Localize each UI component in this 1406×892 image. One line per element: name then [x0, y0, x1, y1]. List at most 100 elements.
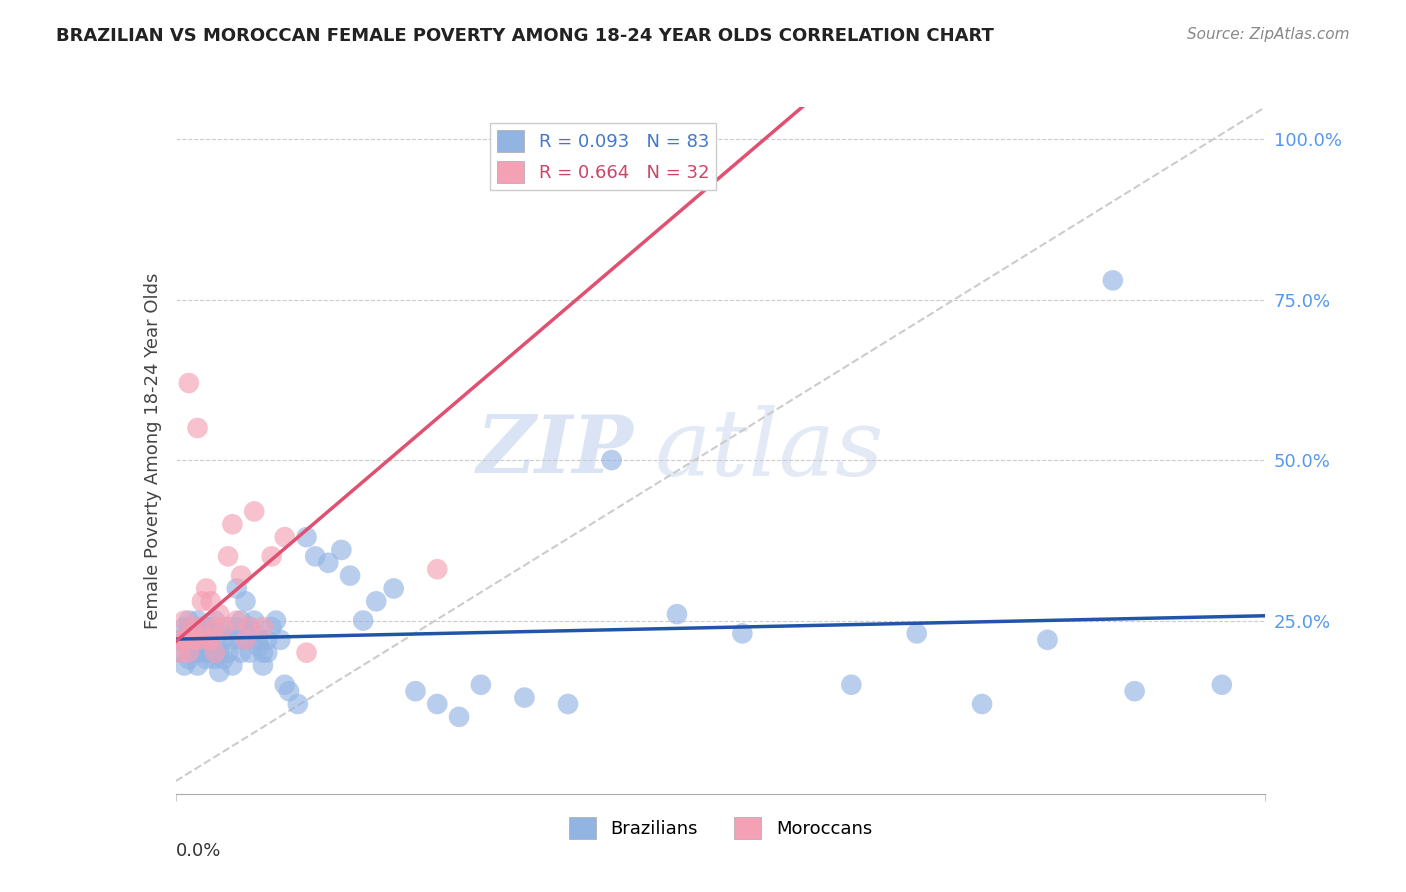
Point — [905, 626, 928, 640]
Y-axis label: Female Poverty Among 18-24 Year Olds: Female Poverty Among 18-24 Year Olds — [143, 272, 162, 629]
Point — [264, 614, 287, 628]
Point — [239, 620, 262, 634]
Point — [217, 620, 239, 634]
Point — [274, 530, 297, 544]
Point — [278, 684, 301, 698]
Point — [181, 620, 204, 634]
Point — [173, 658, 195, 673]
Point — [208, 607, 231, 622]
Point — [247, 639, 270, 653]
Point — [169, 646, 191, 660]
Point — [260, 549, 283, 564]
Point — [186, 632, 209, 647]
Point — [235, 594, 257, 608]
Text: ZIP: ZIP — [477, 412, 633, 489]
Point — [295, 530, 318, 544]
Point — [304, 549, 326, 564]
Point — [426, 697, 449, 711]
Point — [352, 614, 374, 628]
Point — [191, 594, 214, 608]
Point — [252, 646, 274, 660]
Point — [186, 658, 209, 673]
Point — [231, 614, 253, 628]
Point — [212, 652, 235, 666]
Point — [243, 614, 266, 628]
Text: BRAZILIAN VS MOROCCAN FEMALE POVERTY AMONG 18-24 YEAR OLDS CORRELATION CHART: BRAZILIAN VS MOROCCAN FEMALE POVERTY AMO… — [56, 27, 994, 45]
Point — [295, 646, 318, 660]
Point — [600, 453, 623, 467]
Point — [557, 697, 579, 711]
Point — [318, 556, 340, 570]
Text: atlas: atlas — [655, 406, 884, 495]
Point — [173, 632, 195, 647]
Point — [200, 632, 222, 647]
Point — [274, 678, 297, 692]
Point — [200, 632, 222, 647]
Point — [204, 646, 226, 660]
Point — [841, 678, 863, 692]
Point — [235, 632, 257, 647]
Point — [426, 562, 449, 576]
Point — [252, 658, 274, 673]
Point — [382, 582, 405, 596]
Point — [239, 620, 262, 634]
Point — [195, 582, 218, 596]
Point — [169, 632, 191, 647]
Point — [243, 626, 266, 640]
Point — [470, 678, 492, 692]
Point — [405, 684, 427, 698]
Point — [186, 632, 209, 647]
Point — [666, 607, 689, 622]
Point — [1102, 273, 1125, 287]
Point — [181, 646, 204, 660]
Point — [225, 582, 247, 596]
Text: 0.0%: 0.0% — [176, 842, 221, 860]
Point — [177, 614, 200, 628]
Point — [1123, 684, 1146, 698]
Legend: Brazilians, Moroccans: Brazilians, Moroccans — [562, 810, 879, 847]
Point — [217, 646, 239, 660]
Point — [330, 543, 353, 558]
Point — [191, 620, 214, 634]
Point — [177, 646, 200, 660]
Point — [173, 620, 195, 634]
Point — [1211, 678, 1233, 692]
Point — [231, 568, 253, 582]
Point — [177, 620, 200, 634]
Point — [447, 710, 470, 724]
Point — [177, 632, 200, 647]
Point — [200, 646, 222, 660]
Point — [366, 594, 388, 608]
Point — [221, 632, 243, 647]
Point — [225, 614, 247, 628]
Point — [195, 632, 218, 647]
Point — [191, 632, 214, 647]
Point — [186, 421, 209, 435]
Point — [212, 620, 235, 634]
Point — [177, 376, 200, 390]
Point — [221, 658, 243, 673]
Point — [191, 646, 214, 660]
Point — [173, 632, 195, 647]
Point — [208, 646, 231, 660]
Point — [169, 632, 191, 647]
Point — [513, 690, 536, 705]
Point — [181, 632, 204, 647]
Point — [239, 646, 262, 660]
Point — [186, 614, 209, 628]
Point — [231, 632, 253, 647]
Point — [221, 517, 243, 532]
Point — [235, 632, 257, 647]
Text: Source: ZipAtlas.com: Source: ZipAtlas.com — [1187, 27, 1350, 42]
Point — [731, 626, 754, 640]
Point — [208, 665, 231, 679]
Point — [204, 652, 226, 666]
Point — [252, 620, 274, 634]
Point — [191, 620, 214, 634]
Point — [260, 620, 283, 634]
Point — [195, 620, 218, 634]
Point — [256, 632, 278, 647]
Point — [208, 626, 231, 640]
Point — [204, 620, 226, 634]
Point — [177, 652, 200, 666]
